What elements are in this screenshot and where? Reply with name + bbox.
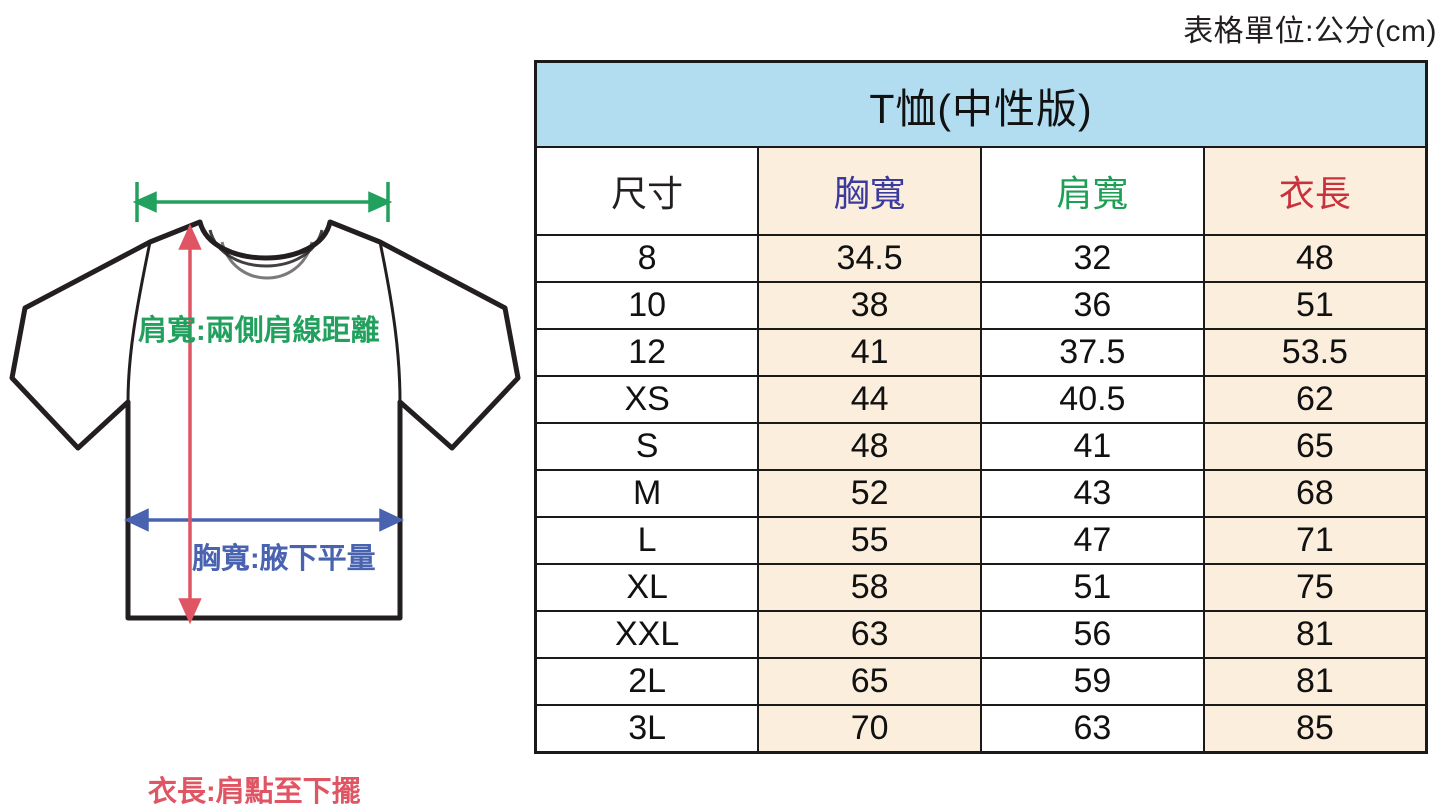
- cell-shoulder-width: 36: [980, 281, 1205, 330]
- cell-size: 12: [534, 328, 760, 377]
- table-title: T恤(中性版): [534, 60, 1428, 148]
- size-chart-table: T恤(中性版) 尺寸 胸寬 肩寬 衣長 8 34.5 32 48 10 38 36 51 12 4…: [534, 60, 1428, 754]
- cell-chest-width: 63: [757, 610, 982, 659]
- cell-chest-width: 65: [757, 657, 982, 706]
- cell-shoulder-width: 56: [980, 610, 1205, 659]
- cell-shoulder-width: 59: [980, 657, 1205, 706]
- table-title-row: T恤(中性版): [534, 60, 1428, 148]
- cell-chest-width: 34.5: [757, 234, 982, 283]
- cell-size: XL: [534, 563, 760, 612]
- table-row: XXL 63 56 81: [534, 610, 1428, 659]
- body-length-measure: [178, 223, 202, 625]
- diagram-label-chest-width: 胸寬:腋下平量: [192, 543, 376, 575]
- cell-chest-width: 44: [757, 375, 982, 424]
- cell-chest-width: 58: [757, 563, 982, 612]
- cell-shoulder-width: 47: [980, 516, 1205, 565]
- cell-shoulder-width: 51: [980, 563, 1205, 612]
- cell-shoulder-width: 41: [980, 422, 1205, 471]
- cell-body-length: 85: [1202, 704, 1428, 754]
- cell-size: 8: [534, 234, 760, 283]
- cell-shoulder-width: 40.5: [980, 375, 1205, 424]
- cell-body-length: 75: [1202, 563, 1428, 612]
- tshirt-diagram: 肩寬:兩側肩線距離 胸寬:腋下平量 衣長:肩點至下擺: [0, 150, 530, 808]
- cell-shoulder-width: 43: [980, 469, 1205, 518]
- cell-body-length: 65: [1202, 422, 1428, 471]
- cell-size: XXL: [534, 610, 760, 659]
- cell-size: XS: [534, 375, 760, 424]
- cell-shoulder-width: 63: [980, 704, 1205, 754]
- table-header-row: 尺寸 胸寬 肩寬 衣長: [534, 146, 1428, 236]
- cell-body-length: 62: [1202, 375, 1428, 424]
- table-row: S 48 41 65: [534, 422, 1428, 471]
- cell-size: M: [534, 469, 760, 518]
- cell-chest-width: 38: [757, 281, 982, 330]
- size-chart-page: 表格單位:公分(cm): [0, 15, 1437, 808]
- table-row: 2L 65 59 81: [534, 657, 1428, 706]
- tshirt-svg: [9, 182, 521, 625]
- tshirt-collar: [208, 229, 324, 280]
- cell-chest-width: 48: [757, 422, 982, 471]
- cell-body-length: 81: [1202, 657, 1428, 706]
- cell-chest-width: 70: [757, 704, 982, 754]
- column-header-size: 尺寸: [534, 146, 760, 236]
- column-header-body-length: 衣長: [1202, 146, 1428, 236]
- cell-size: 10: [534, 281, 760, 330]
- cell-body-length: 48: [1202, 234, 1428, 283]
- table-row: L 55 47 71: [534, 516, 1428, 565]
- table-row: 10 38 36 51: [534, 281, 1428, 330]
- table-row: 3L 70 63 85: [534, 704, 1428, 754]
- size-chart-head: T恤(中性版) 尺寸 胸寬 肩寬 衣長: [534, 60, 1428, 236]
- cell-size: L: [534, 516, 760, 565]
- cell-body-length: 51: [1202, 281, 1428, 330]
- cell-body-length: 53.5: [1202, 328, 1428, 377]
- cell-chest-width: 41: [757, 328, 982, 377]
- table-row: XS 44 40.5 62: [534, 375, 1428, 424]
- cell-body-length: 71: [1202, 516, 1428, 565]
- cell-body-length: 81: [1202, 610, 1428, 659]
- cell-shoulder-width: 32: [980, 234, 1205, 283]
- table-row: M 52 43 68: [534, 469, 1428, 518]
- column-header-chest-width: 胸寬: [757, 146, 982, 236]
- cell-size: 2L: [534, 657, 760, 706]
- table-row: 8 34.5 32 48: [534, 234, 1428, 283]
- diagram-label-body-length: 衣長:肩點至下擺: [148, 776, 361, 808]
- units-caption: 表格單位:公分(cm): [1183, 15, 1437, 48]
- size-chart-body: 8 34.5 32 48 10 38 36 51 12 41 37.5 53.5 XS 44 40.5 62 S…: [534, 234, 1428, 754]
- cell-chest-width: 55: [757, 516, 982, 565]
- diagram-label-shoulder-width: 肩寬:兩側肩線距離: [138, 315, 380, 347]
- cell-body-length: 68: [1202, 469, 1428, 518]
- tshirt-seam-lines: [126, 241, 402, 403]
- cell-shoulder-width: 37.5: [980, 328, 1205, 377]
- cell-size: 3L: [534, 704, 760, 754]
- column-header-shoulder-width: 肩寬: [980, 146, 1205, 236]
- shoulder-width-measure: [132, 182, 393, 222]
- chest-width-measure: [123, 508, 405, 532]
- cell-size: S: [534, 422, 760, 471]
- table-row: XL 58 51 75: [534, 563, 1428, 612]
- table-row: 12 41 37.5 53.5: [534, 328, 1428, 377]
- cell-chest-width: 52: [757, 469, 982, 518]
